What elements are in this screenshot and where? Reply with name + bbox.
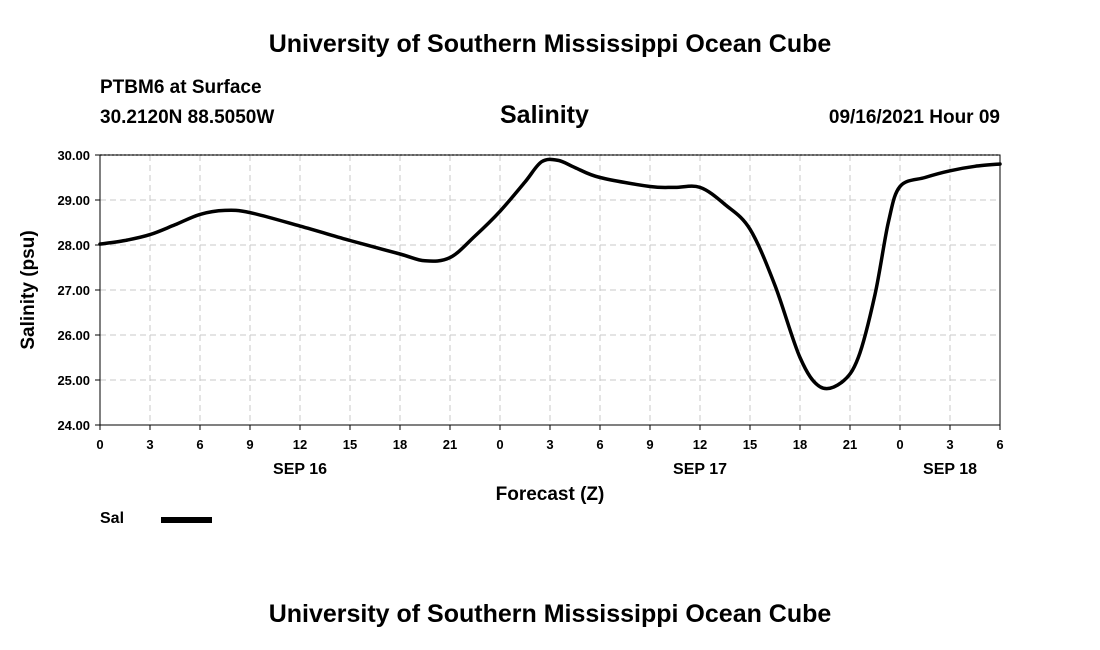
y-tick-label: 25.00: [57, 373, 90, 388]
x-tick-label: 12: [693, 437, 707, 452]
x-tick-label: 3: [546, 437, 553, 452]
page-title-top: University of Southern Mississippi Ocean…: [268, 30, 832, 58]
x-tick-label: 0: [896, 437, 903, 452]
x-tick-label: 9: [246, 437, 253, 452]
grid-lines: [100, 155, 1000, 425]
y-axis-label: Salinity (psu): [18, 230, 39, 349]
x-tick-label: 9: [646, 437, 653, 452]
x-tick-label: 3: [946, 437, 953, 452]
y-tick-label: 26.00: [57, 328, 90, 343]
day-label: SEP 16: [273, 461, 327, 478]
y-tick-label: 29.00: [57, 193, 90, 208]
x-axis-label: Forecast (Z): [496, 484, 605, 505]
x-tick-label: 15: [743, 437, 757, 452]
station-label: PTBM6 at Surface: [100, 77, 262, 98]
chart-title: Salinity: [500, 101, 589, 129]
y-tick-label: 24.00: [57, 418, 90, 433]
x-tick-label: 12: [293, 437, 307, 452]
x-tick-label: 6: [196, 437, 203, 452]
forecast-datetime: 09/16/2021 Hour 09: [828, 107, 1000, 128]
y-tick-label: 30.00: [57, 148, 90, 163]
x-tick-label: 15: [343, 437, 357, 452]
series-layer: [98, 157, 1002, 391]
y-tick-label: 28.00: [57, 238, 90, 253]
legend-label: Sal: [100, 510, 125, 527]
y-tick-label: 27.00: [57, 283, 90, 298]
x-tick-label: 18: [393, 437, 407, 452]
x-tick-label: 21: [443, 437, 457, 452]
x-tick-label: 0: [496, 437, 503, 452]
x-tick-label: 3: [146, 437, 153, 452]
page-title-bottom: University of Southern Mississippi Ocean…: [268, 600, 832, 628]
station-coordinates: 30.2120N 88.5050W: [100, 107, 275, 128]
day-label: SEP 18: [923, 461, 977, 478]
day-label: SEP 17: [673, 461, 727, 478]
x-tick-label: 21: [843, 437, 857, 452]
legend-line-swatch: [161, 517, 212, 523]
axis-ticks: 0 3 6 9 12 15 18 21 0 3 6 9 12 15 18 21 0 3 6 24.00 25.00 26.…: [57, 148, 1003, 478]
x-tick-label: 18: [793, 437, 807, 452]
series-line-sal: [98, 157, 1002, 391]
x-tick-label: 0: [96, 437, 103, 452]
x-tick-label: 6: [596, 437, 603, 452]
x-tick-label: 6: [996, 437, 1003, 452]
